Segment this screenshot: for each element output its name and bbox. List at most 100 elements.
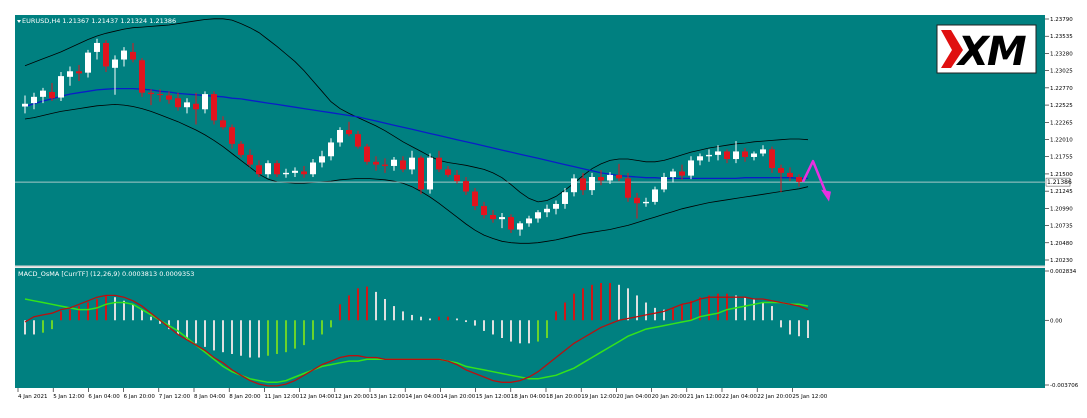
macd-signal-lines (24, 294, 809, 387)
candle-body (580, 178, 586, 191)
macd-bar (573, 293, 575, 321)
candle-body (769, 149, 775, 169)
macd-bar (294, 320, 296, 349)
macd-bar (780, 320, 782, 328)
time-tick-label: 15 Jan 12:00 (476, 394, 511, 400)
candle-body (193, 103, 199, 110)
candle-body (787, 172, 793, 178)
macd-bar (393, 306, 395, 321)
candle-body (256, 165, 262, 175)
price-tick-label: 1.22770 (1050, 86, 1073, 92)
candle-body (49, 92, 55, 99)
macd-bar (789, 320, 791, 335)
candle-body (445, 169, 451, 175)
candle-body (220, 120, 226, 128)
macd-bar (366, 286, 368, 321)
time-tick-label: 8 Jan 20:00 (229, 394, 261, 400)
time-tick-label: 4 Jan 2021 (18, 394, 47, 400)
candle-body (274, 163, 280, 175)
macd-bar (807, 320, 809, 339)
candle-body (148, 92, 154, 95)
header-collapse-icon[interactable] (17, 20, 21, 23)
time-tick-label: 18 Jan 20:00 (546, 394, 581, 400)
macd-bar (564, 302, 566, 321)
macd-bar (222, 320, 224, 353)
time-tick-label: 13 Jan 12:00 (370, 394, 405, 400)
macd-bar (402, 311, 404, 321)
macd-bar (519, 320, 521, 344)
current-price-label: 1.21386 (1047, 179, 1072, 186)
candle-body (697, 156, 703, 161)
candle-body (499, 217, 505, 220)
candle-body (796, 177, 802, 182)
candle-body (724, 151, 730, 160)
macd-bar (708, 295, 710, 321)
macd-bar (240, 320, 242, 356)
logo-text: XM (955, 29, 1026, 75)
macd-bar (159, 320, 161, 324)
macd-bar (303, 320, 305, 346)
candle-body (760, 149, 766, 154)
time-axis[interactable]: 4 Jan 2021 5 Jan 12:00 6 Jan 04:00 6 Jan 20… (17, 388, 828, 400)
candle-body (571, 178, 577, 193)
candle-body (454, 174, 460, 182)
macd-tick-label: -0.003706 (1050, 383, 1079, 389)
macd-bar (510, 320, 512, 342)
macd-bar (420, 316, 422, 321)
candle-body (157, 94, 163, 96)
candle-body (616, 174, 622, 179)
macd-bar (96, 298, 98, 321)
candle-body (319, 156, 325, 163)
macd-bar (177, 320, 179, 335)
price-tick-label: 1.23025 (1050, 69, 1073, 75)
macd-histogram (24, 283, 809, 358)
candle-body (310, 162, 316, 175)
current-price-tag (1045, 177, 1071, 187)
macd-bar (528, 320, 530, 344)
macd-bar (141, 309, 143, 321)
macd-bar (114, 297, 116, 321)
macd-bar (438, 316, 440, 321)
time-tick-label: 8 Jan 04:00 (194, 394, 226, 400)
candle-body (346, 130, 352, 135)
macd-bar (492, 320, 494, 335)
time-tick-label: 21 Jan 12:00 (687, 394, 722, 400)
candle-body (733, 151, 739, 160)
upper-band-line (24, 18, 809, 203)
candle-body (112, 59, 118, 68)
macd-bar (474, 320, 476, 326)
macd-bar (186, 320, 188, 340)
macd-axis[interactable]: 0.002834 0.00 -0.003706 (1045, 269, 1079, 389)
candle-body (526, 218, 532, 224)
time-tick-label: 22 Jan 04:00 (722, 394, 757, 400)
candle-body (661, 177, 667, 190)
candle-body (490, 215, 496, 220)
candle-body (418, 157, 424, 190)
candle-body (238, 143, 244, 155)
macd-bar (384, 298, 386, 321)
macd-tick-label: 0.00 (1050, 318, 1063, 324)
price-tick-label: 1.20990 (1050, 206, 1073, 212)
price-axis[interactable]: 1.23790 1.23535 1.23280 1.23025 1.22770 1.225… (1045, 17, 1073, 264)
macd-bar (537, 320, 539, 342)
time-tick-label: 22 Jan 20:00 (757, 394, 792, 400)
macd-bar (600, 283, 602, 321)
macd-bar (321, 320, 323, 335)
candle-body (598, 177, 604, 181)
macd-bar (411, 314, 413, 321)
macd-bar (87, 302, 89, 321)
time-tick-label: 20 Jan 20:00 (652, 394, 687, 400)
candle-body (391, 159, 397, 166)
macd-bar (357, 288, 359, 321)
candle-body (670, 171, 676, 178)
candle-body (706, 154, 712, 157)
moving-average (24, 87, 808, 180)
candle-body (625, 178, 631, 198)
candle-body (589, 177, 595, 191)
time-tick-label: 20 Jan 04:00 (616, 394, 651, 400)
macd-bar (609, 283, 611, 321)
candle-body (562, 192, 568, 204)
moving-average-line (24, 87, 808, 180)
main-chart-area[interactable] (15, 15, 1045, 266)
